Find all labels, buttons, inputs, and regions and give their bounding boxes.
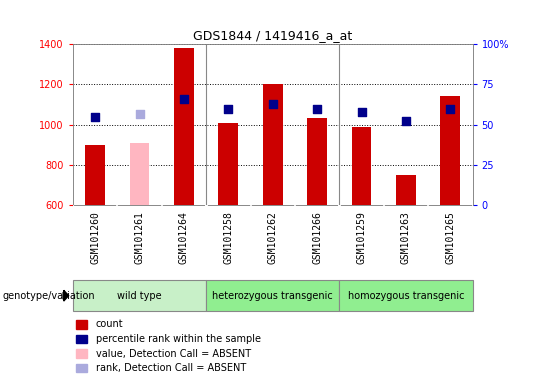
Point	[402, 118, 410, 124]
Point	[91, 114, 99, 120]
Text: wild type: wild type	[117, 291, 162, 301]
Title: GDS1844 / 1419416_a_at: GDS1844 / 1419416_a_at	[193, 28, 352, 41]
Text: GSM101259: GSM101259	[356, 211, 367, 264]
Bar	[130, 143, 150, 205]
Bar	[440, 96, 460, 205]
Bar	[352, 127, 372, 205]
Text: GSM101263: GSM101263	[401, 211, 411, 264]
Text: homozygous transgenic: homozygous transgenic	[348, 291, 464, 301]
Text: GSM101266: GSM101266	[312, 211, 322, 264]
Bar	[307, 118, 327, 205]
Text: genotype/variation: genotype/variation	[3, 291, 96, 301]
Text: percentile rank within the sample: percentile rank within the sample	[96, 334, 261, 344]
Text: GSM101260: GSM101260	[90, 211, 100, 264]
Bar	[73, 280, 206, 311]
Point	[135, 111, 144, 117]
Text: heterozygous transgenic: heterozygous transgenic	[212, 291, 333, 301]
Bar	[396, 175, 416, 205]
Text: GSM101264: GSM101264	[179, 211, 189, 264]
Text: GSM101262: GSM101262	[268, 211, 278, 264]
Bar	[174, 48, 194, 205]
Text: value, Detection Call = ABSENT: value, Detection Call = ABSENT	[96, 349, 251, 359]
Point	[180, 96, 188, 102]
Point	[268, 101, 277, 107]
Text: GSM101265: GSM101265	[446, 211, 455, 264]
Bar	[262, 84, 283, 205]
Point	[313, 106, 321, 112]
Point	[446, 106, 455, 112]
Point	[224, 106, 233, 112]
Text: GSM101258: GSM101258	[224, 211, 233, 264]
Bar	[85, 145, 105, 205]
Text: GSM101261: GSM101261	[134, 211, 145, 264]
Text: rank, Detection Call = ABSENT: rank, Detection Call = ABSENT	[96, 363, 246, 373]
Bar	[218, 123, 238, 205]
Bar	[339, 280, 472, 311]
Text: count: count	[96, 319, 123, 329]
Point	[357, 109, 366, 115]
Bar	[206, 280, 339, 311]
